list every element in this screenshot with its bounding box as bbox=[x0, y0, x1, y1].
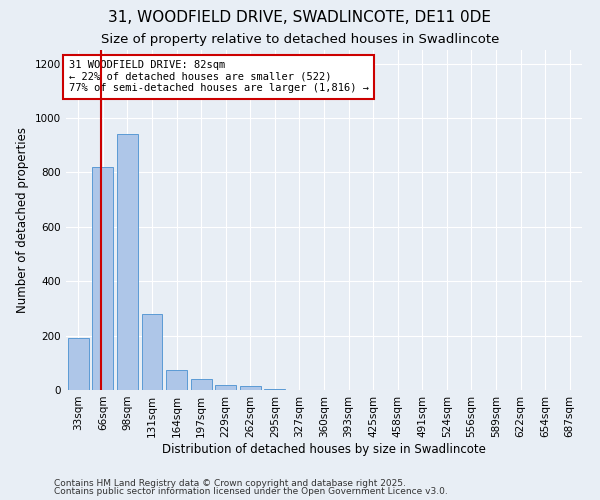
Bar bbox=[240, 386, 261, 390]
Text: Contains HM Land Registry data © Crown copyright and database right 2025.: Contains HM Land Registry data © Crown c… bbox=[54, 478, 406, 488]
Bar bbox=[142, 314, 163, 390]
Bar bbox=[68, 338, 89, 390]
Bar bbox=[191, 379, 212, 390]
Text: Contains public sector information licensed under the Open Government Licence v3: Contains public sector information licen… bbox=[54, 487, 448, 496]
Text: 31 WOODFIELD DRIVE: 82sqm
← 22% of detached houses are smaller (522)
77% of semi: 31 WOODFIELD DRIVE: 82sqm ← 22% of detac… bbox=[68, 60, 368, 94]
Bar bbox=[92, 167, 113, 390]
Bar bbox=[117, 134, 138, 390]
Bar bbox=[215, 384, 236, 390]
Text: 31, WOODFIELD DRIVE, SWADLINCOTE, DE11 0DE: 31, WOODFIELD DRIVE, SWADLINCOTE, DE11 0… bbox=[109, 10, 491, 25]
X-axis label: Distribution of detached houses by size in Swadlincote: Distribution of detached houses by size … bbox=[162, 442, 486, 456]
Bar bbox=[166, 370, 187, 390]
Text: Size of property relative to detached houses in Swadlincote: Size of property relative to detached ho… bbox=[101, 32, 499, 46]
Bar bbox=[265, 388, 286, 390]
Y-axis label: Number of detached properties: Number of detached properties bbox=[16, 127, 29, 313]
